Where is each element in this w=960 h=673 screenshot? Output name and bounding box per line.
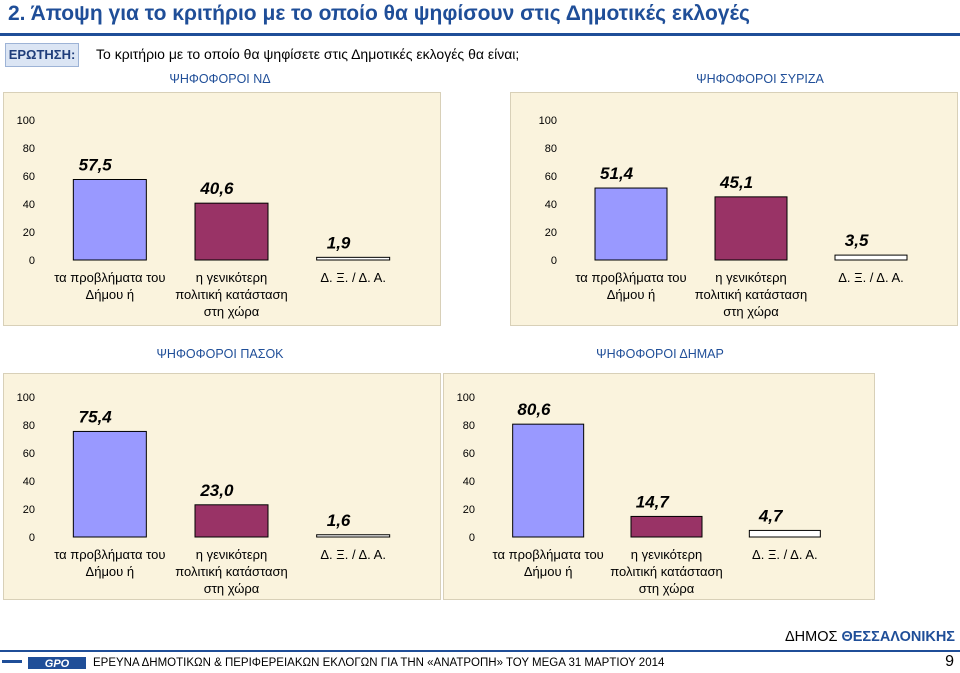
category-label: Δ. Ξ. / Δ. Α. bbox=[320, 270, 386, 285]
y-tick-label: 80 bbox=[23, 420, 35, 432]
bar-nd-dk-na bbox=[316, 256, 391, 261]
data-label: 40,6 bbox=[199, 179, 234, 198]
y-tick-label: 40 bbox=[23, 199, 35, 211]
chart-title-nd: ΨΗΦΟΦΟΡΟΙ ΝΔ bbox=[169, 72, 271, 86]
y-tick-label: 20 bbox=[23, 227, 35, 239]
chart-title-syriza: ΨΗΦΟΦΟΡΟΙ ΣΥΡΙΖΑ bbox=[696, 72, 824, 86]
bar-nd-municipal-problems bbox=[72, 179, 147, 261]
category-label: η γενικότερη πολιτική κατάσταση στη χώρα bbox=[175, 547, 288, 596]
category-label: τα προβλήματα του Δήμου ή bbox=[54, 547, 165, 579]
bar-chart-syriza: 0 20 40 60 80 100 51,4 τα προβλήματα του Δήμου ή… bbox=[539, 115, 908, 319]
gpo-logo: GPO bbox=[28, 657, 86, 669]
category-label: τα προβλήματα του Δήμου ή bbox=[575, 270, 686, 302]
bar-dimar-municipal-problems bbox=[512, 423, 585, 538]
data-label: 75,4 bbox=[79, 407, 113, 426]
question-text: Το κριτήριο με το οποίο θα ψηφίσετε στις… bbox=[96, 46, 520, 62]
y-tick-label: 80 bbox=[545, 143, 557, 155]
y-tick-label: 40 bbox=[23, 476, 35, 488]
category-label: τα προβλήματα του Δήμου ή bbox=[493, 547, 604, 579]
y-tick-label: 0 bbox=[469, 532, 475, 544]
title-divider bbox=[0, 33, 960, 36]
data-label: 3,5 bbox=[845, 231, 869, 250]
chart-panel-dimar: 0 20 40 60 80 100 80,6 τα προβλήματα του Δήμου ή… bbox=[443, 373, 875, 600]
footer-org-name: ΘΕΣΣΑΛΟΝΙΚΗΣ bbox=[841, 629, 955, 645]
chart-title-dimar: ΨΗΦΟΦΟΡΟΙ ΔΗΜΑΡ bbox=[596, 347, 724, 361]
category-label: η γενικότερη πολιτική κατάσταση στη χώρα bbox=[175, 270, 288, 319]
bar-chart-dimar: 0 20 40 60 80 100 80,6 τα προβλήματα του Δήμου ή… bbox=[457, 392, 821, 596]
bar-pasok-general-politics bbox=[194, 504, 269, 538]
y-tick-label: 80 bbox=[463, 420, 475, 432]
category-label: Δ. Ξ. / Δ. Α. bbox=[838, 270, 904, 285]
y-tick-label: 100 bbox=[539, 115, 557, 127]
data-label: 80,6 bbox=[517, 400, 551, 419]
data-label: 51,4 bbox=[600, 164, 634, 183]
data-label: 45,1 bbox=[719, 173, 753, 192]
data-label: 1,6 bbox=[327, 511, 351, 530]
bar-syriza-municipal-problems bbox=[594, 187, 668, 261]
footer-organization: ΔΗΜΟΣ ΘΕΣΣΑΛΟΝΙΚΗΣ bbox=[785, 629, 955, 645]
y-tick-label: 0 bbox=[29, 255, 35, 267]
data-label: 4,7 bbox=[758, 506, 784, 525]
y-tick-label: 60 bbox=[463, 448, 475, 460]
y-tick-label: 60 bbox=[23, 171, 35, 183]
y-tick-label: 60 bbox=[23, 448, 35, 460]
y-tick-label: 20 bbox=[463, 504, 475, 516]
bar-dimar-dk-na bbox=[748, 529, 821, 538]
y-tick-label: 0 bbox=[551, 255, 557, 267]
page-title: 2. Άποψη για το κριτήριο με το οποίο θα … bbox=[8, 2, 750, 25]
y-tick-label: 100 bbox=[17, 115, 35, 127]
data-label: 23,0 bbox=[199, 481, 234, 500]
bar-syriza-dk-na bbox=[834, 254, 908, 261]
bar-nd-general-politics bbox=[194, 202, 269, 261]
bar-dimar-general-politics bbox=[630, 515, 703, 538]
category-label: η γενικότερη πολιτική κατάσταση στη χώρα bbox=[610, 547, 723, 596]
y-tick-label: 100 bbox=[457, 392, 475, 404]
y-tick-label: 80 bbox=[23, 143, 35, 155]
y-tick-label: 0 bbox=[29, 532, 35, 544]
y-tick-label: 20 bbox=[545, 227, 557, 239]
footer-survey-text: ΕΡΕΥΝΑ ΔΗΜΟΤΙΚΩΝ & ΠΕΡΙΦΕΡΕΙΑΚΩΝ ΕΚΛΟΓΩΝ… bbox=[93, 657, 665, 669]
category-label: Δ. Ξ. / Δ. Α. bbox=[752, 547, 818, 562]
chart-panel-pasok: 0 20 40 60 80 100 75,4 τα προβλήματα του Δήμου ή… bbox=[3, 373, 441, 600]
bar-chart-pasok: 0 20 40 60 80 100 75,4 τα προβλήματα του Δήμου ή… bbox=[17, 392, 391, 596]
data-label: 1,9 bbox=[327, 233, 351, 252]
chart-title-pasok: ΨΗΦΟΦΟΡΟΙ ΠΑΣΟΚ bbox=[156, 347, 284, 361]
gpo-logo-text: GPO bbox=[45, 658, 70, 669]
chart-panel-nd: 0 20 40 60 80 100 57,5 τα προβλήματα του Δήμου ή… bbox=[3, 92, 441, 326]
category-label: Δ. Ξ. / Δ. Α. bbox=[320, 547, 386, 562]
footer-org-prefix: ΔΗΜΟΣ bbox=[784, 629, 838, 645]
chart-panel-syriza: 0 20 40 60 80 100 51,4 τα προβλήματα του Δήμου ή… bbox=[510, 92, 958, 326]
category-label: η γενικότερη πολιτική κατάσταση στη χώρα bbox=[695, 270, 808, 319]
bar-pasok-municipal-problems bbox=[72, 430, 147, 538]
page-number: 9 bbox=[945, 653, 954, 670]
footer-divider bbox=[0, 650, 960, 652]
data-label: 57,5 bbox=[79, 156, 113, 175]
bar-pasok-dk-na bbox=[316, 534, 391, 538]
bar-chart-nd: 0 20 40 60 80 100 57,5 τα προβλήματα του Δήμου ή… bbox=[17, 115, 391, 319]
category-label: τα προβλήματα του Δήμου ή bbox=[54, 270, 165, 302]
bar-syriza-general-politics bbox=[714, 196, 788, 261]
y-tick-label: 20 bbox=[23, 504, 35, 516]
y-tick-label: 60 bbox=[545, 171, 557, 183]
y-tick-label: 40 bbox=[463, 476, 475, 488]
footer-stripe bbox=[2, 660, 22, 663]
y-tick-label: 40 bbox=[545, 199, 557, 211]
data-label: 14,7 bbox=[636, 492, 671, 511]
y-tick-label: 100 bbox=[17, 392, 35, 404]
question-label: ΕΡΩΤΗΣΗ: bbox=[5, 43, 79, 67]
